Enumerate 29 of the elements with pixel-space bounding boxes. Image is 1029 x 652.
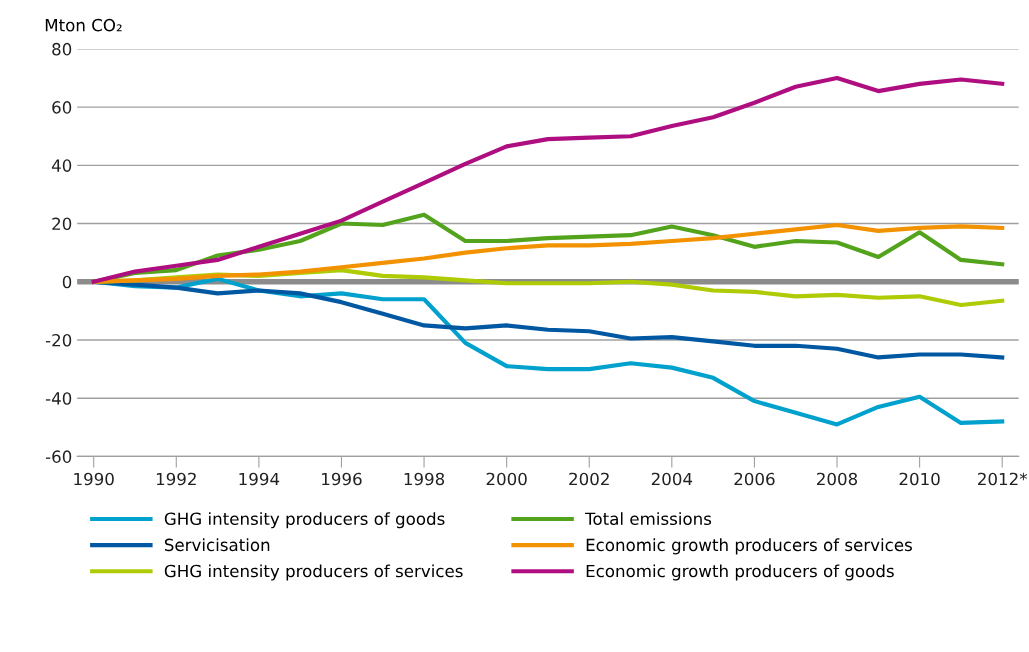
y-tick-label: 80 bbox=[52, 42, 72, 56]
x-tick-label: 1998 bbox=[404, 472, 445, 486]
y-tick-label: -60 bbox=[45, 450, 72, 463]
x-tick-label: 2002 bbox=[569, 472, 609, 486]
y-axis-title: Mton CO₂ bbox=[45, 18, 122, 32]
line-series bbox=[91, 75, 1005, 284]
x-tick-label: 2008 bbox=[817, 472, 858, 486]
y-tick-label: 20 bbox=[52, 217, 72, 231]
legend-label: GHG intensity producers of services bbox=[164, 564, 463, 581]
x-tick-label: 2012* bbox=[978, 472, 1028, 486]
legend-label: Total emissions bbox=[585, 512, 712, 526]
x-tick-label: 2004 bbox=[651, 472, 693, 486]
x-tick-label: 2000 bbox=[486, 472, 527, 486]
x-tick-label: 1990 bbox=[74, 472, 114, 486]
x-tick-label: 1994 bbox=[239, 472, 280, 486]
y-tick-label: -20 bbox=[45, 333, 72, 347]
x-tick-label: 1996 bbox=[322, 472, 362, 486]
x-tick-label: 2010 bbox=[899, 472, 940, 486]
legend-label: Economic growth producers of services bbox=[586, 538, 912, 555]
line-series bbox=[91, 279, 1005, 360]
y-tick-label: 0 bbox=[62, 275, 72, 289]
legend-label: GHG intensity producers of goods bbox=[164, 512, 445, 529]
legend-label: Servicisation bbox=[164, 538, 270, 552]
x-tick-label: 1992 bbox=[156, 472, 196, 486]
legend-label: Economic growth producers of goods bbox=[586, 564, 894, 581]
y-tick-label: 60 bbox=[52, 101, 72, 114]
x-tick-label: 2006 bbox=[734, 472, 775, 486]
y-tick-label: 40 bbox=[51, 159, 72, 172]
y-tick-label: -40 bbox=[45, 392, 72, 405]
